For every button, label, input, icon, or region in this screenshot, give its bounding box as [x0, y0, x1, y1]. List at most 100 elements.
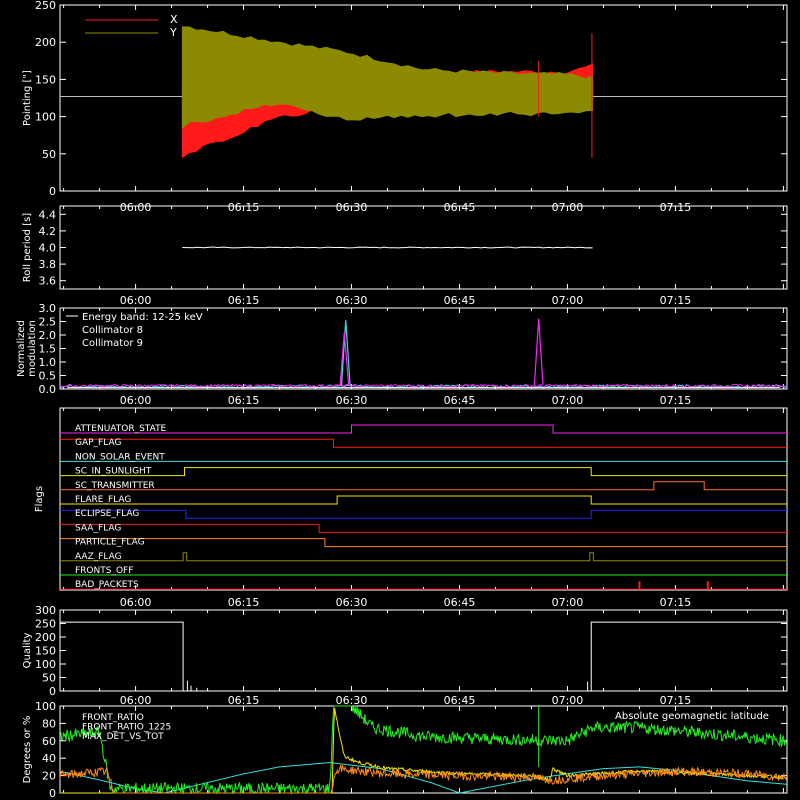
modulation-spike — [340, 320, 351, 387]
x-tick-label: 06:30 — [336, 694, 368, 707]
y-tick-label: 0 — [49, 685, 56, 698]
x-tick-label: 07:15 — [660, 294, 692, 307]
y-tick-label: 300 — [35, 604, 56, 617]
y-axis-label: Normalized — [16, 320, 27, 377]
y-tick-label: 100 — [35, 111, 56, 124]
y-tick-label: 3.6 — [39, 275, 57, 288]
legend-title: Energy band: 12-25 keV — [82, 312, 203, 323]
y-tick-label: 2.5 — [39, 316, 57, 329]
x-tick-label: 06:15 — [228, 394, 260, 407]
x-tick-label: 06:15 — [228, 694, 260, 707]
x-tick-label: 06:30 — [336, 394, 368, 407]
y-tick-label: 3.0 — [39, 302, 57, 315]
x-tick-label: 06:45 — [444, 394, 476, 407]
x-tick-label: 06:00 — [120, 394, 152, 407]
x-tick-label: 06:45 — [444, 596, 476, 609]
y-tick-label: 150 — [35, 645, 56, 658]
flag-label-bad_packets: BAD_PACKETS — [75, 580, 139, 590]
x-tick-label: 06:45 — [444, 294, 476, 307]
flag-label-sc_in_sunlight: SC_IN_SUNLIGHT — [75, 467, 152, 477]
y-tick-label: 80 — [42, 717, 56, 730]
y-tick-label: 0.5 — [39, 370, 57, 383]
ratio-line-front-ratio-1225 — [59, 705, 787, 795]
y-tick-label: 4.4 — [39, 208, 57, 221]
y-tick-label: 150 — [35, 73, 56, 86]
y-tick-label: 250 — [35, 618, 56, 631]
x-tick-label: 07:15 — [660, 694, 692, 707]
modulation-noise-magenta — [59, 383, 788, 388]
y-tick-label: 2.0 — [39, 329, 57, 342]
flag-line-sc_in_sunlight — [60, 467, 787, 477]
y-axis-label: Roll period [s] — [22, 213, 33, 282]
x-tick-label: 07:00 — [552, 294, 584, 307]
x-tick-label: 06:45 — [444, 694, 476, 707]
y-tick-label: 1.0 — [39, 356, 57, 369]
y-tick-label: 50 — [42, 148, 56, 161]
flag-line-saa_flag — [60, 523, 787, 533]
flag-label-attenuator_state: ATTENUATOR_STATE — [75, 424, 167, 434]
flags-frame — [59, 407, 788, 591]
flag-label-fronts_off: FRONTS_OFF — [75, 566, 133, 576]
y-tick-label: 20 — [42, 770, 56, 783]
x-tick-label: 07:00 — [552, 694, 584, 707]
flag-label-flare_flag: FLARE_FLAG — [75, 495, 131, 505]
x-tick-label: 06:30 — [336, 596, 368, 609]
y-tick-label: 100 — [35, 658, 56, 671]
y-tick-label: 250 — [35, 0, 56, 12]
flag-label-eclipse_flag: ECLIPSE_FLAG — [75, 509, 139, 519]
flag-line-flare_flag — [60, 495, 787, 505]
legend-label-ratio: FRONT_RATIO_1225 — [82, 723, 171, 733]
x-tick-label: 07:15 — [660, 394, 692, 407]
y-tick-label: 4.0 — [39, 242, 57, 255]
x-tick-label: 06:00 — [120, 694, 152, 707]
y-tick-label: 200 — [35, 631, 56, 644]
x-tick-label: 06:00 — [120, 294, 152, 307]
y-axis-label: Flags — [34, 486, 45, 512]
flag-line-aaz_flag — [60, 552, 787, 562]
x-tick-label: 07:00 — [552, 596, 584, 609]
flag-label-saa_flag: SAA_FLAG — [75, 523, 121, 533]
y-tick-label: 0 — [49, 787, 56, 800]
flag-line-gap_flag — [60, 438, 787, 448]
y-axis-label: Degrees or % — [22, 716, 33, 784]
ratio-line-max-det-vs-tot — [59, 763, 787, 794]
legend-label-y: Y — [169, 26, 177, 39]
x-tick-label: 06:15 — [228, 596, 260, 609]
series-y-band — [181, 26, 594, 129]
quality-line — [60, 621, 787, 692]
y-tick-label: 4.2 — [39, 225, 57, 238]
legend-label-ratio: FRONT_RATIO — [82, 713, 144, 723]
flag-line-sc_transmitter — [60, 481, 787, 491]
x-tick-label: 06:00 — [120, 596, 152, 609]
y-tick-label: 3.8 — [39, 258, 57, 271]
roll-period-line — [182, 246, 593, 249]
modulation-noise-cyan — [59, 384, 788, 389]
y-tick-label: 40 — [42, 752, 56, 765]
x-tick-label: 06:15 — [228, 294, 260, 307]
legend-label-latitude: Absolute geomagnetic latitude — [615, 711, 769, 722]
flag-label-gap_flag: GAP_FLAG — [75, 438, 121, 448]
x-tick-label: 07:00 — [552, 394, 584, 407]
flag-line-attenuator_state — [60, 424, 787, 434]
y-tick-label: 0.0 — [39, 383, 57, 396]
legend-label-collimator: Collimator 8 — [82, 325, 143, 336]
modulation-spike — [339, 332, 350, 387]
x-tick-label: 07:15 — [660, 596, 692, 609]
flag-label-non_solar_event: NON_SOLAR_EVENT — [75, 452, 165, 462]
y-tick-label: 60 — [42, 735, 56, 748]
flag-line-particle_flag — [60, 538, 787, 548]
y-axis-label: Pointing ["] — [22, 70, 33, 126]
legend-label-collimator: Collimator 9 — [82, 338, 143, 349]
flag-label-particle_flag: PARTICLE_FLAG — [75, 538, 145, 548]
flag-label-sc_transmitter: SC_TRANSMITTER — [75, 481, 155, 491]
y-tick-label: 0 — [49, 185, 56, 198]
flag-label-aaz_flag: AAZ_FLAG — [75, 552, 122, 562]
legend-label-x: X — [170, 13, 178, 26]
y-tick-label: 50 — [42, 672, 56, 685]
y-tick-label: 1.5 — [39, 343, 57, 356]
y-tick-label: 200 — [35, 36, 56, 49]
y-tick-label: 100 — [35, 700, 56, 713]
x-tick-label: 06:30 — [336, 294, 368, 307]
y-axis-label: Quality — [22, 633, 33, 669]
